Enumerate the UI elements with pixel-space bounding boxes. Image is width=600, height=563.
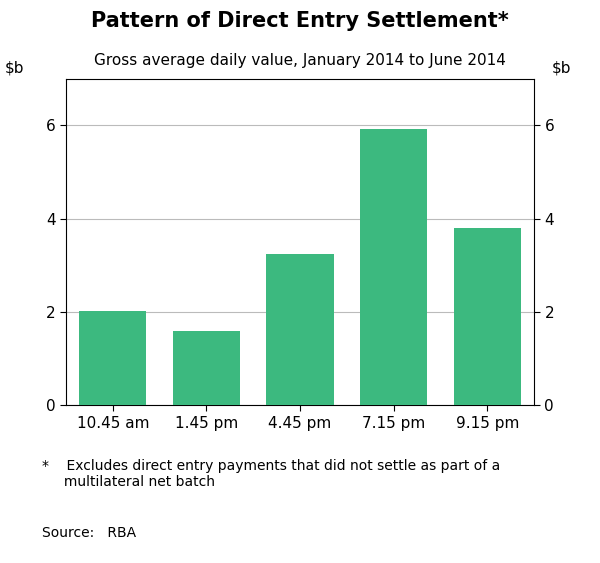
Bar bbox=[173, 330, 240, 405]
Text: $b: $b bbox=[552, 61, 571, 75]
Text: *    Excludes direct entry payments that did not settle as part of a
     multil: * Excludes direct entry payments that di… bbox=[42, 459, 500, 489]
Text: Source:   RBA: Source: RBA bbox=[42, 526, 136, 540]
Bar bbox=[454, 228, 521, 405]
Bar bbox=[79, 311, 146, 405]
Text: $b: $b bbox=[5, 61, 25, 75]
Text: Gross average daily value, January 2014 to June 2014: Gross average daily value, January 2014 … bbox=[94, 53, 506, 69]
Bar bbox=[360, 129, 427, 405]
Bar bbox=[266, 254, 334, 405]
Text: Pattern of Direct Entry Settlement*: Pattern of Direct Entry Settlement* bbox=[91, 11, 509, 32]
